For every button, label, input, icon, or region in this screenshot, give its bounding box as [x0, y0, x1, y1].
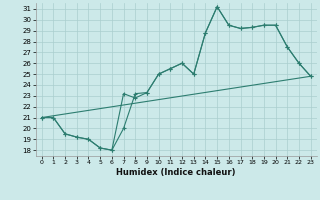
- X-axis label: Humidex (Indice chaleur): Humidex (Indice chaleur): [116, 168, 236, 177]
